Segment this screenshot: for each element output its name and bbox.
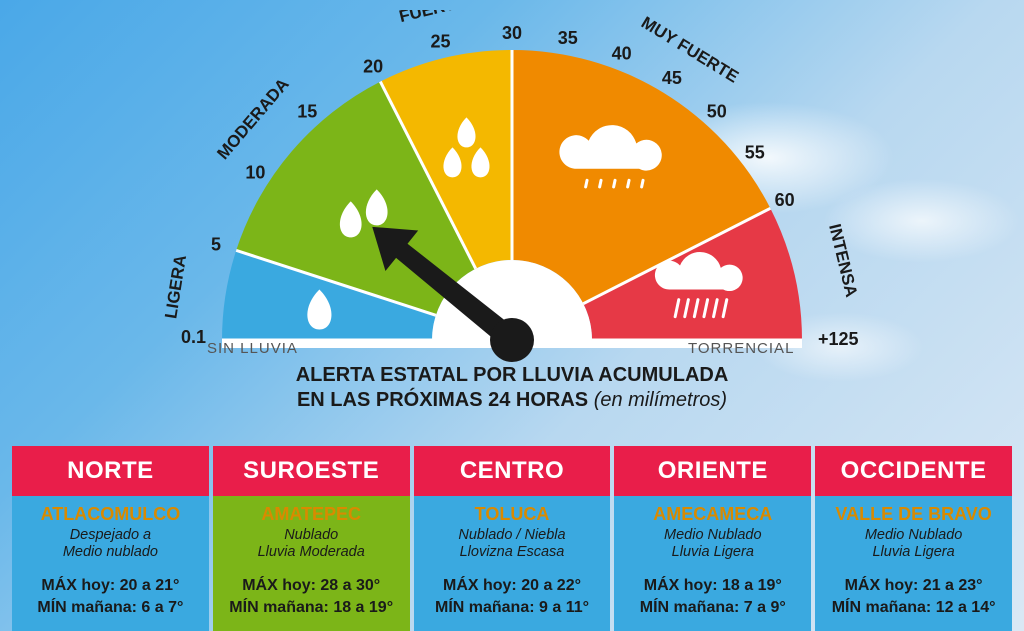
forecast-column: ORIENTEAMECAMECAMedio NubladoLluvia Lige… [614, 446, 811, 631]
gauge-tick-label: 35 [558, 28, 578, 48]
gauge-title: ALERTA ESTATAL POR LLUVIA ACUMULADA EN L… [0, 363, 1024, 413]
city-name: ATLACOMULCO [22, 504, 199, 525]
gauge-category-label: FUERTE [397, 10, 468, 26]
forecast-columns: NORTEATLACOMULCODespejado aMedio nublado… [12, 446, 1012, 631]
gauge-category-label: MODERADA [213, 75, 292, 163]
forecast-column: SUROESTE AMATEPECNubladoLluvia Moderada MÁ… [213, 446, 410, 631]
region-header: SUROESTE [213, 446, 410, 496]
gauge-tick-label: 5 [211, 234, 221, 254]
region-header: ORIENTE [614, 446, 811, 496]
region-body: TOLUCANublado / NieblaLlovizna Escasa MÁX… [414, 496, 611, 631]
conditions: NubladoLluvia Moderada [223, 527, 400, 563]
gauge-tick-label: 30 [502, 23, 522, 43]
gauge-title-line2b: (en milímetros) [594, 389, 727, 411]
gauge-tick-label: +125 [818, 329, 859, 349]
forecast-column: OCCIDENTEVALLE DE BRAVOMedio NubladoLluv… [815, 446, 1012, 631]
city-name: VALLE DE BRAVO [825, 504, 1002, 525]
forecast-column: NORTEATLACOMULCODespejado aMedio nublado… [12, 446, 209, 631]
min-temp: MÍN mañana: 12 a 14° [825, 597, 1002, 619]
gauge-tick-label: 10 [245, 162, 265, 182]
no-rain-label: SIN LLUVIA [207, 340, 298, 357]
region-body: VALLE DE BRAVOMedio NubladoLluvia Ligera… [815, 496, 1012, 631]
conditions: Despejado aMedio nublado [22, 527, 199, 563]
gauge-category-label: INTENSA [825, 222, 861, 299]
region-body: ATLACOMULCODespejado aMedio nublado MÁX h… [12, 496, 209, 631]
gauge-category-label: LIGERA [161, 254, 190, 320]
gauge-tick-label: 55 [745, 143, 765, 163]
city-name: AMATEPEC [223, 504, 400, 525]
min-temp: MÍN mañana: 18 a 19° [223, 597, 400, 619]
region-body: AMECAMECAMedio NubladoLluvia Ligera MÁX h… [614, 496, 811, 631]
region-body: AMATEPECNubladoLluvia Moderada MÁX hoy: 2… [213, 496, 410, 631]
region-header: OCCIDENTE [815, 446, 1012, 496]
city-name: AMECAMECA [624, 504, 801, 525]
gauge-tick-label: 25 [431, 31, 451, 51]
max-temp: MÁX hoy: 18 a 19° [624, 575, 801, 597]
gauge-tick-label: 0.1 [181, 327, 206, 347]
region-header: NORTE [12, 446, 209, 496]
conditions: Medio NubladoLluvia Ligera [624, 527, 801, 563]
gauge-tick-label: 20 [363, 56, 383, 76]
gauge-title-line1: ALERTA ESTATAL POR LLUVIA ACUMULADA [0, 363, 1024, 388]
gauge-title-line2a: EN LAS PRÓXIMAS 24 HORAS [297, 389, 588, 411]
region-header: CENTRO [414, 446, 611, 496]
torrential-label: TORRENCIAL [688, 340, 794, 357]
conditions: Nublado / NieblaLlovizna Escasa [424, 527, 601, 563]
gauge-category-label: MUY FUERTE [638, 13, 742, 87]
min-temp: MÍN mañana: 7 a 9° [624, 597, 801, 619]
gauge-tick-label: 15 [297, 102, 317, 122]
forecast-column: CENTROTOLUCANublado / NieblaLlovizna Esc… [414, 446, 611, 631]
max-temp: MÁX hoy: 21 a 23° [825, 575, 1002, 597]
min-temp: MÍN mañana: 6 a 7° [22, 597, 199, 619]
gauge-tick-label: 50 [707, 102, 727, 122]
gauge-tick-label: 40 [612, 43, 632, 63]
max-temp: MÁX hoy: 28 a 30° [223, 575, 400, 597]
rain-gauge: 0.1 5 10 15 20 25 30 35 40 45 50 55 60 +125 LIGERA MODE… [0, 0, 1024, 450]
gauge-tick-label: 60 [775, 190, 795, 210]
gauge-tick-label: 45 [662, 68, 682, 88]
max-temp: MÁX hoy: 20 a 22° [424, 575, 601, 597]
city-name: TOLUCA [424, 504, 601, 525]
min-temp: MÍN mañana: 9 a 11° [424, 597, 601, 619]
max-temp: MÁX hoy: 20 a 21° [22, 575, 199, 597]
conditions: Medio NubladoLluvia Ligera [825, 527, 1002, 563]
